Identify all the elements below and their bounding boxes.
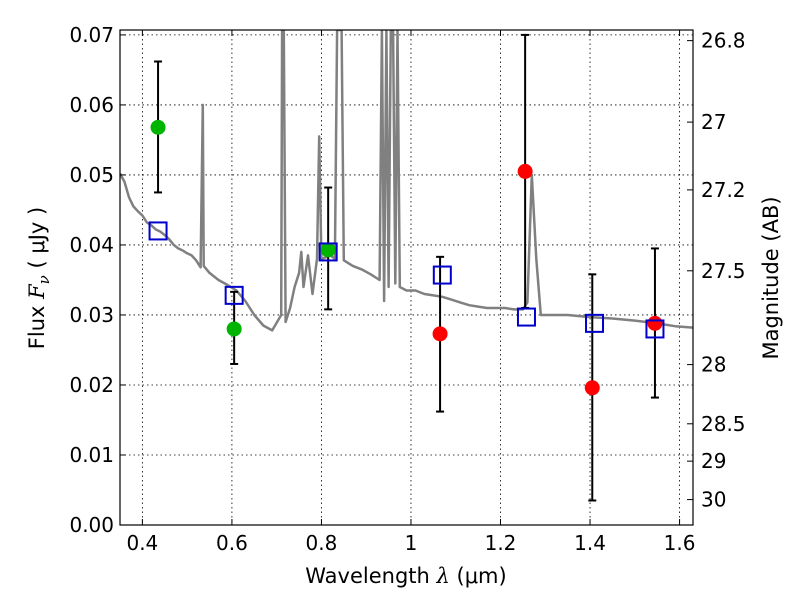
y-tick-label: 0.05: [69, 163, 114, 187]
data-point-green: [320, 242, 336, 258]
y2-tick-label: 26.8: [701, 29, 746, 53]
y-tick-label: 0.01: [69, 443, 114, 467]
markers: [148, 119, 665, 396]
y-tick-label: 0.04: [69, 233, 114, 257]
y2-tick-label: 28.5: [701, 412, 746, 436]
x-tick-label: 0.4: [126, 531, 158, 555]
y2-tick-label: 27: [701, 110, 726, 134]
y-tick-label: 0.02: [69, 373, 114, 397]
data-point-red: [647, 315, 663, 331]
data-point-red: [517, 163, 533, 179]
data-point-green: [226, 321, 242, 337]
plot-area: [120, 30, 693, 502]
x-tick-label: 0.8: [306, 531, 338, 555]
y2-tick-label: 27.5: [701, 259, 746, 283]
model-square-marker: [432, 265, 452, 285]
y-tick-label: 0.03: [69, 303, 114, 327]
data-point-red: [584, 380, 600, 396]
y2-axis-label: Magnitude (AB): [759, 196, 783, 359]
y-tick-label: 0.07: [69, 23, 114, 47]
model-square-marker: [148, 221, 168, 241]
x-tick-label: 1.2: [485, 531, 517, 555]
model-square-marker: [318, 242, 338, 262]
ticks: 0.4 0.6 0.8 1 1.2 1.4 1.6 0.00 0.01 0.02 0.03 0.04 0…: [69, 23, 745, 555]
y2-tick-label: 28: [701, 353, 726, 377]
model-square-marker: [585, 313, 605, 333]
y-tick-label: 0.00: [69, 513, 114, 537]
x-tick-label: 1.4: [574, 531, 606, 555]
model-square-marker: [516, 307, 536, 327]
x-axis-label: Wavelength λ (μm): [305, 564, 506, 588]
plot-background: [120, 30, 693, 525]
x-tick-label: 1.6: [664, 531, 696, 555]
model-square-marker: [224, 285, 244, 305]
y-axis-label: Flux Fν ( μJy ): [25, 207, 53, 349]
x-tick-label: 1: [405, 531, 418, 555]
plot-frame: [119, 29, 694, 526]
y2-tick-label: 27.2: [701, 178, 746, 202]
data-point-green: [150, 119, 166, 135]
y-tick-label: 0.06: [69, 93, 114, 117]
y2-tick-label: 30: [701, 488, 726, 512]
y2-tick-label: 29: [701, 449, 726, 473]
data-point-red: [432, 326, 448, 342]
x-tick-label: 0.6: [216, 531, 248, 555]
model-square-marker: [645, 319, 665, 339]
